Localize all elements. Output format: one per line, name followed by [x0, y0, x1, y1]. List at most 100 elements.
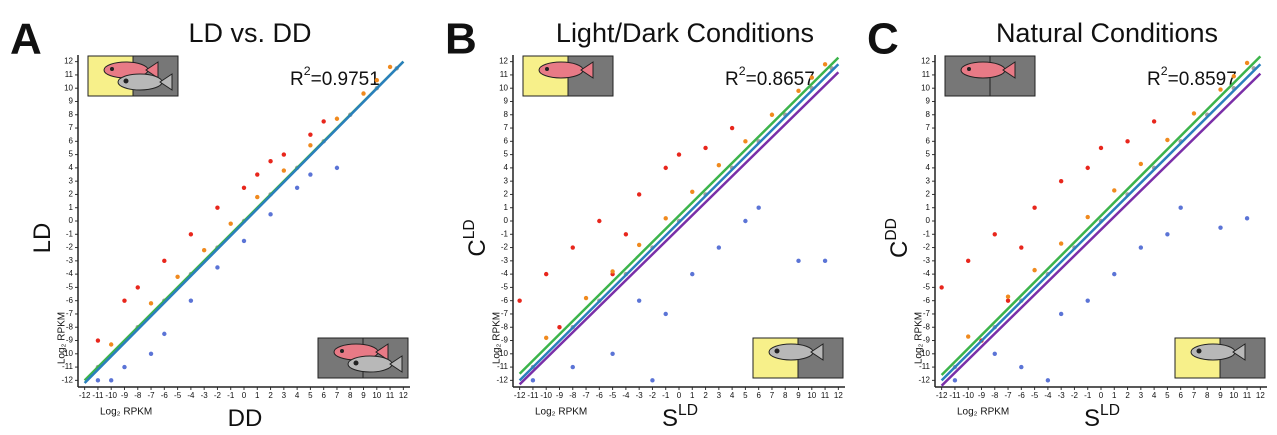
point	[188, 232, 194, 237]
point	[676, 152, 682, 157]
y-tick-label: -11	[62, 362, 74, 371]
point	[255, 194, 260, 200]
point	[1019, 245, 1024, 250]
point	[623, 232, 629, 237]
y-tick-label: -11	[919, 362, 931, 371]
x-axis-label: SLD	[662, 402, 698, 432]
x-tick-label: -1	[662, 391, 670, 400]
y-tick-label: 4	[69, 163, 74, 172]
point	[743, 139, 748, 144]
y-tick-label: 3	[926, 176, 931, 185]
fit-line	[940, 55, 1262, 376]
y-unit-label: Log₂ RPKM	[492, 312, 503, 364]
x-tick-label: 12	[834, 391, 843, 400]
y-tick-label: -11	[497, 362, 509, 371]
y-tick-label: -6	[501, 296, 509, 305]
r-squared: R2=0.8657	[725, 64, 815, 90]
x-tick-label: -8	[134, 391, 142, 400]
point	[308, 132, 313, 137]
x-tick-label: 11	[821, 391, 830, 400]
point	[729, 125, 735, 131]
x-tick-label: 3	[717, 391, 722, 400]
y-tick-label: -10	[918, 349, 930, 358]
point	[201, 248, 207, 253]
x-tick-label: 10	[372, 391, 381, 400]
r-squared-text: =0.8597	[1168, 69, 1237, 90]
y-tick-label: 7	[504, 123, 509, 132]
x-tick-label: 12	[1256, 391, 1265, 400]
point	[215, 205, 220, 210]
point	[992, 351, 997, 356]
point	[1098, 145, 1104, 151]
point	[703, 145, 708, 151]
y-tick-label: -12	[61, 375, 73, 384]
y-tick-label: -9	[923, 336, 931, 345]
x-tick-label: -3	[201, 391, 209, 400]
y-tick-label: 4	[504, 163, 509, 172]
point	[308, 172, 313, 177]
y-tick-label: 6	[926, 136, 931, 145]
point	[570, 245, 575, 250]
point	[530, 378, 536, 383]
point	[822, 258, 828, 264]
point	[281, 168, 287, 173]
fit-line	[940, 72, 1262, 387]
y-tick-label: 10	[921, 83, 930, 92]
point	[743, 218, 748, 224]
fit-line	[518, 71, 840, 386]
x-tick-label: 3	[282, 391, 287, 400]
x-tick-label: 8	[1205, 391, 1210, 400]
point	[544, 335, 549, 341]
y-tick-label: 9	[926, 97, 931, 106]
x-tick-label: -7	[582, 391, 590, 400]
point	[809, 75, 814, 80]
y-axis-label-sup: LD	[461, 219, 478, 239]
point	[610, 351, 615, 356]
y-tick-label: 8	[926, 110, 931, 119]
y-tick-label: -10	[61, 349, 73, 358]
x-tick-label: -6	[596, 391, 604, 400]
point	[162, 258, 167, 264]
x-tick-label: 9	[1218, 391, 1223, 400]
y-tick-label: -2	[923, 243, 931, 252]
point	[1085, 165, 1090, 171]
y-tick-label: -8	[501, 322, 509, 331]
x-axis-label-base: S	[1084, 405, 1100, 432]
point	[175, 274, 180, 279]
point	[294, 185, 300, 190]
x-tick-label: -4	[622, 391, 630, 400]
y-tick-label: 12	[921, 57, 930, 66]
x-tick-label: -1	[227, 391, 235, 400]
point	[1085, 214, 1090, 220]
point	[690, 189, 695, 194]
x-tick-label: 10	[807, 391, 816, 400]
point	[215, 265, 220, 270]
x-tick-label: 0	[677, 391, 682, 400]
point	[1058, 178, 1064, 184]
x-tick-label: -11	[527, 391, 539, 400]
y-tick-label: 2	[504, 190, 509, 199]
point	[583, 295, 589, 301]
x-tick-label: 2	[268, 391, 273, 400]
x-tick-label: -2	[649, 391, 657, 400]
x-tick-label: -5	[609, 391, 617, 400]
point	[1165, 137, 1170, 143]
x-tick-label: -10	[962, 391, 974, 400]
r-squared-sup: 2	[304, 64, 311, 78]
point	[1019, 364, 1024, 370]
chart-title: Light/Dark Conditions	[556, 18, 814, 48]
point	[308, 143, 313, 148]
x-unit-label: Log₂ RPKM	[957, 407, 1009, 418]
y-tick-label: -3	[66, 256, 74, 265]
x-tick-label: -3	[1058, 391, 1066, 400]
point	[796, 258, 801, 264]
y-unit-label: Log₂ RPKM	[914, 312, 925, 364]
point	[95, 338, 101, 343]
point	[636, 192, 642, 197]
x-tick-label: -2	[1071, 391, 1079, 400]
x-tick-label: -11	[949, 391, 961, 400]
y-tick-label: -10	[496, 349, 508, 358]
point	[1005, 298, 1011, 303]
r-squared-sup: 2	[1161, 64, 1168, 78]
y-tick-label: -5	[501, 283, 509, 292]
